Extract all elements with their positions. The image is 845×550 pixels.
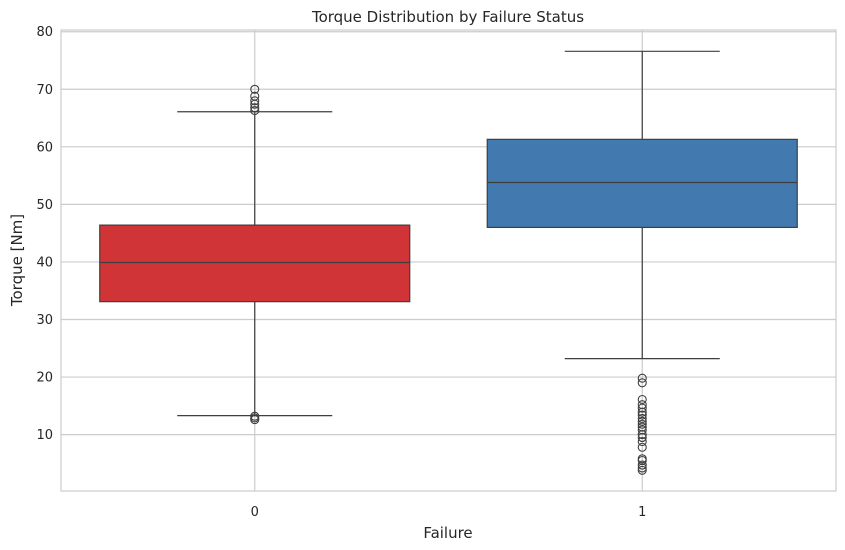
outlier-point-0-3 <box>250 106 260 116</box>
y-tick-label-60: 60 <box>36 140 53 155</box>
outlier-point-1-4 <box>637 454 647 464</box>
x-tick-label-0: 0 <box>251 505 259 520</box>
y-tick-label-10: 10 <box>36 428 53 443</box>
y-tick-label-20: 20 <box>36 371 53 386</box>
outlier-point-1-19 <box>637 378 647 388</box>
chart-title: Torque Distribution by Failure Status <box>311 8 584 26</box>
outlier-point-1-18 <box>637 394 647 405</box>
outlier-point-1-16 <box>637 403 647 413</box>
y-tick-label-80: 80 <box>36 25 53 40</box>
y-tick-label-50: 50 <box>36 198 53 213</box>
y-tick-label-70: 70 <box>36 83 53 98</box>
outlier-point-1-17 <box>637 400 647 410</box>
x-tick-label-1: 1 <box>638 505 646 520</box>
outlier-point-1-9 <box>637 425 647 435</box>
outlier-point-0-6 <box>250 96 260 106</box>
outlier-point-1-13 <box>637 413 647 424</box>
outlier-point-0-2 <box>250 411 260 421</box>
outlier-point-1-12 <box>637 416 647 426</box>
y-axis-label: Torque [Nm] <box>8 214 26 307</box>
outlier-point-1-10 <box>637 422 647 432</box>
y-axis: 10 20 30 40 50 60 70 80 <box>36 25 53 443</box>
y-tick-label-30: 30 <box>36 313 53 328</box>
y-tick-label-40: 40 <box>36 255 53 270</box>
outlier-point-1-20 <box>637 373 647 383</box>
outlier-point-0-7 <box>250 91 260 101</box>
box-1 <box>486 50 798 475</box>
box-0 <box>99 84 411 425</box>
outlier-point-1-6 <box>637 436 647 447</box>
outlier-point-0-4 <box>250 103 260 113</box>
box-group <box>99 50 798 475</box>
outlier-point-1-2 <box>637 460 647 470</box>
iqr-box-0 <box>99 224 411 303</box>
outlier-point-0-8 <box>250 84 260 94</box>
x-axis-label: Failure <box>423 524 472 542</box>
iqr-box-1 <box>486 138 798 229</box>
outlier-point-1-14 <box>637 410 647 420</box>
outlier-point-1-11 <box>637 419 647 429</box>
outlier-point-1-0 <box>637 465 647 475</box>
outlier-point-1-5 <box>637 442 647 452</box>
